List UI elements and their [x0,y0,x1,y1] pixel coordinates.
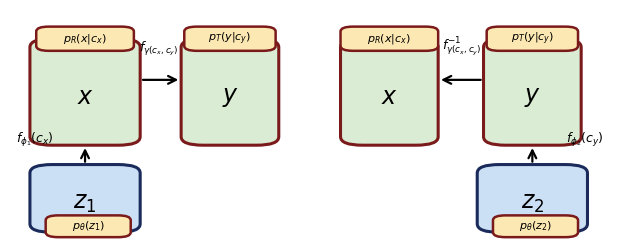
FancyBboxPatch shape [30,165,140,232]
Text: $\mathit{y}$: $\mathit{y}$ [524,85,541,109]
Text: $\mathit{x}$: $\mathit{x}$ [381,85,398,109]
Text: $\mathit{z}_1$: $\mathit{z}_1$ [73,191,97,215]
FancyBboxPatch shape [46,215,131,237]
Text: $f_{\phi_2}(c_y)$: $f_{\phi_2}(c_y)$ [566,131,604,149]
Text: $f^{-1}_{\gamma(c_x,c_y)}$: $f^{-1}_{\gamma(c_x,c_y)}$ [442,36,481,58]
Text: $f_{\gamma(c_x,c_y)}$: $f_{\gamma(c_x,c_y)}$ [139,40,178,58]
Text: $p_R(x|c_x)$: $p_R(x|c_x)$ [367,32,411,46]
FancyBboxPatch shape [340,39,438,145]
FancyBboxPatch shape [493,215,578,237]
Text: $p_\theta(z_2)$: $p_\theta(z_2)$ [519,219,552,233]
FancyBboxPatch shape [340,27,438,51]
Text: $\mathit{y}$: $\mathit{y}$ [222,85,238,109]
FancyBboxPatch shape [478,165,587,232]
Text: $p_\theta(z_1)$: $p_\theta(z_1)$ [72,219,105,233]
Text: $\mathit{z}_2$: $\mathit{z}_2$ [520,191,544,215]
FancyBboxPatch shape [37,27,134,51]
FancyBboxPatch shape [184,27,276,51]
FancyBboxPatch shape [30,39,140,145]
Text: $p_T(y|c_y)$: $p_T(y|c_y)$ [209,30,251,47]
Text: $p_R(x|c_x)$: $p_R(x|c_x)$ [63,32,107,46]
Text: $f_{\phi_1}(c_x)$: $f_{\phi_1}(c_x)$ [16,131,54,149]
Text: $\mathit{x}$: $\mathit{x}$ [77,85,93,109]
FancyBboxPatch shape [484,39,581,145]
FancyBboxPatch shape [181,39,278,145]
FancyBboxPatch shape [486,27,578,51]
Text: $p_T(y|c_y)$: $p_T(y|c_y)$ [511,30,554,47]
